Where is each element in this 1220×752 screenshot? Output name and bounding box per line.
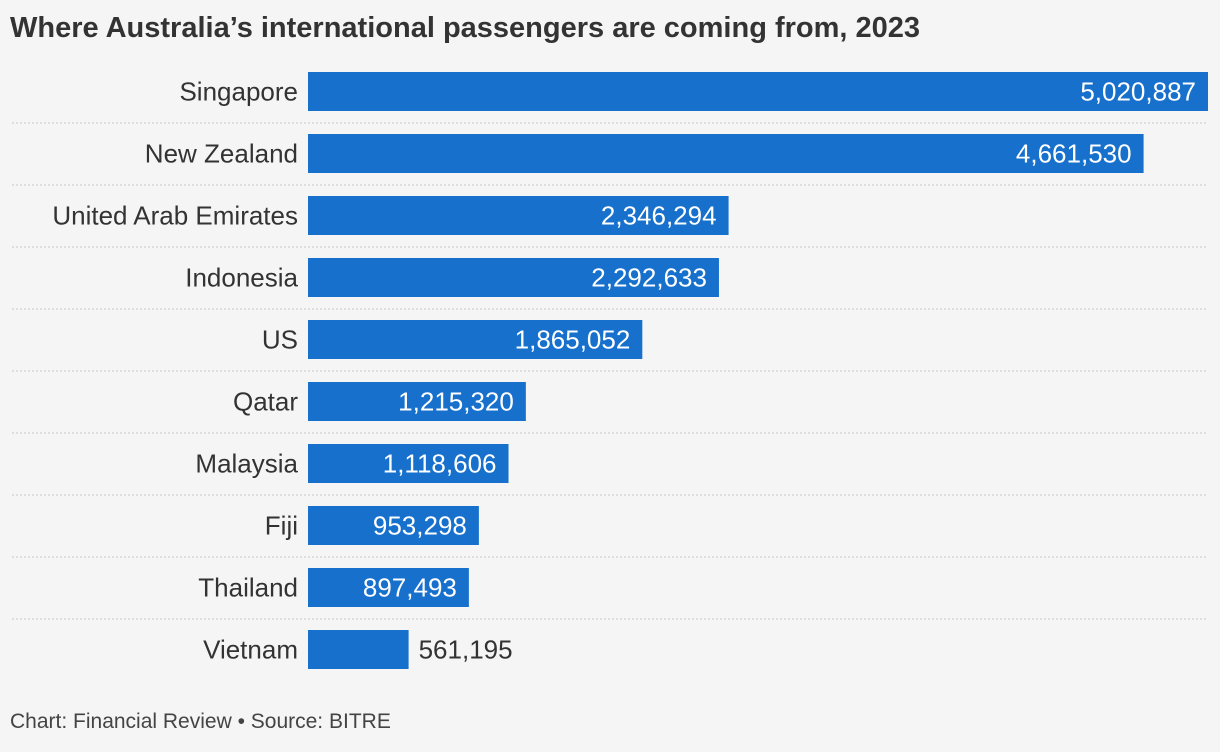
value-label: 4,661,530 bbox=[1016, 139, 1132, 169]
bar bbox=[308, 72, 1208, 111]
category-label: United Arab Emirates bbox=[52, 201, 298, 231]
category-label: Singapore bbox=[179, 77, 298, 107]
value-label: 5,020,887 bbox=[1080, 77, 1196, 107]
category-label: Indonesia bbox=[185, 263, 298, 293]
bar bbox=[308, 382, 526, 421]
category-label: Malaysia bbox=[195, 449, 298, 479]
value-label: 1,118,606 bbox=[383, 449, 497, 479]
bar-chart: Singapore 5,020,887 New Zealand 4,661,530 Un… bbox=[12, 72, 1208, 669]
category-label: Qatar bbox=[233, 387, 298, 417]
value-label: 2,346,294 bbox=[601, 201, 717, 231]
chart-title: Where Australia’s international passenge… bbox=[10, 12, 921, 44]
value-label: 897,493 bbox=[363, 573, 457, 603]
category-label: Vietnam bbox=[203, 635, 298, 665]
bar bbox=[308, 134, 1144, 173]
bar bbox=[308, 258, 719, 297]
category-label: Fiji bbox=[265, 511, 298, 541]
value-label: 1,215,320 bbox=[398, 387, 514, 417]
bar bbox=[308, 196, 729, 235]
bar bbox=[308, 630, 409, 669]
bar bbox=[308, 320, 643, 359]
bar bbox=[308, 444, 509, 483]
value-label: 561,195 bbox=[419, 635, 513, 665]
category-label: New Zealand bbox=[145, 139, 298, 169]
value-label: 953,298 bbox=[373, 511, 467, 541]
chart-source: Chart: Financial Review • Source: BITRE bbox=[10, 710, 391, 733]
value-label: 1,865,052 bbox=[515, 325, 631, 355]
bar bbox=[308, 506, 479, 545]
value-label: 2,292,633 bbox=[591, 263, 707, 293]
category-label: US bbox=[262, 325, 298, 355]
bar bbox=[308, 568, 469, 607]
category-label: Thailand bbox=[198, 573, 298, 603]
